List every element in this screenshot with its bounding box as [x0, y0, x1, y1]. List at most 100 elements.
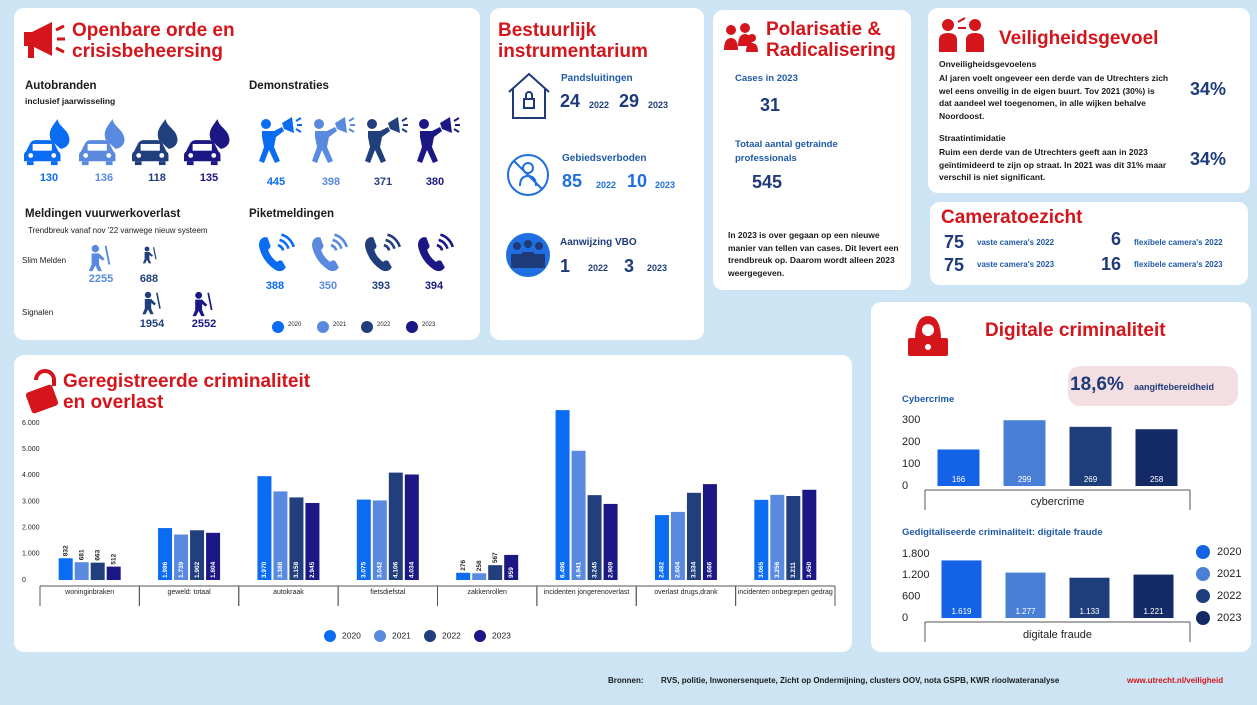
icon-demonstrator: [363, 115, 408, 165]
bar: [90, 562, 105, 580]
title: Bestuurlijk instrumentarium: [498, 20, 648, 62]
bar: [74, 562, 89, 580]
year: 2023: [655, 180, 676, 190]
data-label: 258: [476, 560, 483, 571]
bar: [257, 476, 272, 580]
icon-phone: [257, 233, 296, 273]
bar: [273, 491, 288, 580]
y-tick-label: 600: [902, 591, 920, 603]
legend-label: 2023: [492, 630, 511, 640]
row-label: Slim Melden: [22, 256, 67, 265]
value: 398: [321, 176, 341, 188]
data-label: 2.945: [309, 561, 316, 578]
value: 1: [560, 256, 571, 276]
icon-fireworks: [87, 244, 111, 272]
data-label: 3.256: [774, 561, 781, 578]
data-label: 512: [110, 553, 117, 564]
heading: Onveiligheidsgevoelens: [939, 59, 1037, 69]
value: 136: [94, 172, 114, 184]
icon-car: [79, 119, 125, 166]
x-tick-label: woninginbraken: [64, 589, 114, 596]
item-label: Aanwijzing VBO: [560, 237, 637, 248]
footer-label: Bronnen:: [608, 676, 644, 685]
heading: Piketmeldingen: [249, 208, 334, 220]
legend-dot: [406, 321, 418, 333]
y-tick-label: 1.200: [902, 569, 930, 581]
note: In 2023 is over gegaan op een nieuwe man…: [728, 230, 899, 278]
bar: [158, 528, 173, 580]
bar: [937, 449, 980, 486]
data-label: 3.388: [277, 561, 284, 578]
icon-phone: [363, 233, 402, 273]
icon-phone: [310, 233, 349, 273]
bar: [404, 474, 419, 580]
bar: [190, 530, 205, 580]
value: 16: [1101, 254, 1122, 274]
legend-label: 2021: [1217, 568, 1241, 580]
icon-demonstrator: [415, 115, 460, 165]
data-label: 4.106: [393, 561, 400, 578]
legend-dot: [317, 321, 329, 333]
title: Veiligheidsgevoel: [999, 28, 1159, 49]
data-label: 3.158: [293, 561, 300, 578]
year: 2022: [588, 263, 609, 273]
value: 29: [619, 91, 640, 111]
data-label: 269: [1084, 475, 1098, 484]
year: 2022: [596, 180, 617, 190]
value: 85: [562, 171, 583, 191]
icon-phone: [416, 233, 455, 273]
x-tick-label: zakkenrollen: [468, 589, 507, 596]
text: Ruim een derde van de Utrechters geeft a…: [939, 147, 1167, 182]
legend-label: 2021: [392, 630, 411, 640]
heading: Autobranden: [25, 80, 97, 92]
value: 445: [266, 176, 286, 188]
x-tick-label: autokraak: [273, 589, 304, 596]
item-label: Totaal aantal getrainde professionals: [735, 139, 838, 164]
legend-label: 2021: [333, 322, 347, 328]
bar: [670, 511, 685, 580]
y-tick-label: 2.000: [22, 525, 40, 532]
data-label: 299: [1018, 475, 1032, 484]
bar: [754, 499, 769, 580]
data-label: 3.245: [591, 561, 598, 578]
bar: [1133, 574, 1174, 618]
bar: [356, 499, 371, 580]
footer-sources: RVS, politie, Inwonersenquete, Zicht op …: [661, 676, 1060, 685]
value: 10: [627, 171, 648, 191]
data-label: 1.739: [178, 561, 185, 578]
label: flexibele camera's 2023: [1134, 260, 1223, 269]
value: 75: [944, 232, 965, 252]
legend-swatch: [1196, 589, 1210, 603]
y-tick-label: 4.000: [22, 472, 40, 479]
data-label: 4.941: [575, 561, 582, 578]
x-tick-label: digitale fraude: [1023, 629, 1092, 641]
badge-label: aangiftebereidheid: [1134, 382, 1215, 392]
heading: Straatintimidatie: [939, 133, 1006, 143]
data-label: 1.221: [1143, 607, 1164, 616]
icon-car: [132, 119, 178, 166]
legend-swatch: [374, 630, 386, 642]
data-label: 663: [94, 549, 101, 560]
panel-cameratoezicht: [930, 202, 1248, 285]
x-tick-label: incidenten jongerenoverlast: [544, 589, 630, 596]
legend-label: 2020: [342, 630, 361, 640]
value: 393: [371, 280, 391, 292]
legend-label: 2022: [377, 322, 391, 328]
legend-swatch: [1196, 611, 1210, 625]
data-label: 3.042: [377, 561, 384, 578]
value: 2552: [191, 318, 217, 330]
x-tick-label: cybercrime: [1031, 496, 1085, 508]
y-tick-label: 300: [902, 414, 920, 426]
bar: [305, 502, 320, 580]
bar: [456, 572, 471, 580]
y-tick-label: 6.000: [22, 420, 40, 427]
icon-persons: [939, 17, 984, 52]
bar: [1003, 420, 1046, 486]
data-label: 1.902: [194, 561, 201, 578]
icon-fireworks: [141, 291, 161, 315]
bar: [472, 573, 487, 580]
bar: [587, 495, 602, 580]
bar: [206, 532, 221, 580]
